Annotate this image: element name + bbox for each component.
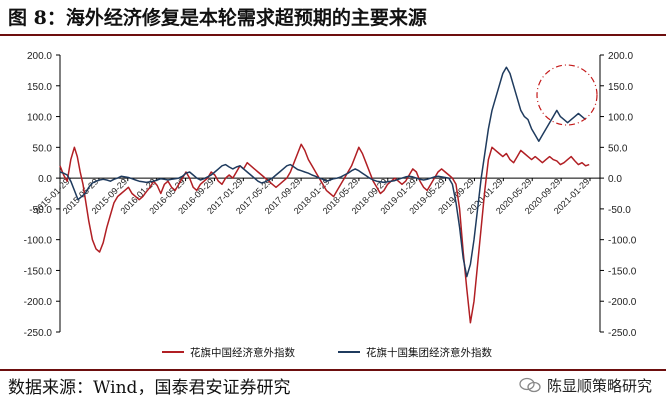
series-line-china	[59, 143, 590, 324]
y-tick-label-left: 150.0	[27, 82, 52, 93]
source-rule	[0, 369, 666, 371]
y-tick-label-right: -250.0	[608, 328, 637, 339]
legend-label: 花旗中国经济意外指数	[190, 346, 295, 359]
y-tick-label-left: 100.0	[27, 113, 52, 124]
y-tick-label-left: 200.0	[27, 51, 52, 62]
legend-label: 花旗十国集团经济意外指数	[366, 346, 492, 359]
y-tick-label-right: 100.0	[608, 113, 633, 124]
y-tick-label-left: -150.0	[24, 266, 53, 277]
y-tick-label-left: 50.0	[33, 143, 53, 154]
figure-title: 图 8：海外经济修复是本轮需求超预期的主要来源	[8, 7, 427, 29]
chat-bubble-icon	[519, 377, 541, 393]
highlight-ellipse	[536, 64, 598, 126]
watermark: 陈显顺策略研究	[519, 370, 652, 402]
y-tick-label-left: -250.0	[24, 328, 53, 339]
y-tick-label-right: -200.0	[608, 297, 637, 308]
title-rule	[0, 34, 666, 36]
series-line-g10	[59, 66, 587, 278]
chart-series	[59, 66, 590, 324]
y-tick-label-right: -50.0	[608, 205, 631, 216]
y-tick-label-left: -50.0	[29, 205, 52, 216]
y-tick-label-right: 0.0	[608, 174, 622, 185]
y-tick-label-left: -100.0	[24, 236, 53, 247]
y-tick-label-right: 200.0	[608, 51, 633, 62]
y-tick-label-right: -100.0	[608, 236, 637, 247]
y-tick-label-right: 150.0	[608, 82, 633, 93]
y-tick-label-left: -200.0	[24, 297, 53, 308]
chart-legend: 花旗中国经济意外指数 花旗十国集团经济意外指数	[162, 346, 492, 359]
chart: 200.0 150.0 100.0 50.0 0.0 -50.0 -100.0 -150.0 -…	[24, 51, 637, 359]
watermark-text: 陈显顺策略研究	[546, 377, 652, 395]
data-source: 数据来源：Wind，国泰君安证券研究	[8, 378, 291, 398]
y-tick-label-left: 0.0	[38, 174, 52, 185]
y-tick-label-right: 50.0	[608, 143, 628, 154]
chart-axes: 200.0 150.0 100.0 50.0 0.0 -50.0 -100.0 -150.0 -…	[24, 51, 637, 339]
y-tick-label-right: -150.0	[608, 266, 637, 277]
